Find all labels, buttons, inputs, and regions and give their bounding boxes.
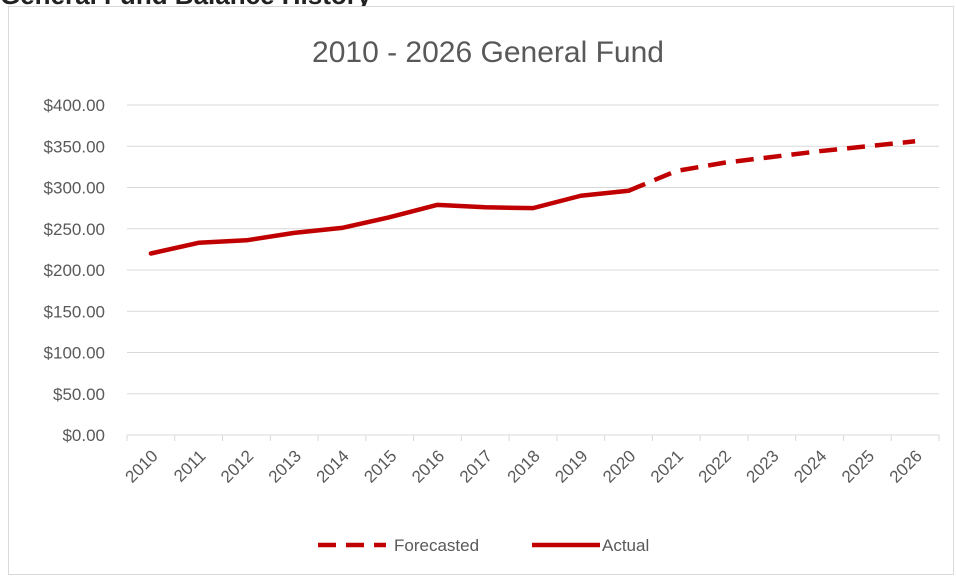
series-lines bbox=[148, 139, 916, 256]
x-tick-label: 2021 bbox=[647, 446, 687, 486]
x-tick-label: 2023 bbox=[742, 446, 782, 486]
y-tick-label: $50.00 bbox=[53, 385, 105, 404]
x-tick-label: 2020 bbox=[599, 446, 639, 486]
y-tick-label: $300.00 bbox=[44, 179, 105, 198]
series-line-actual bbox=[148, 188, 631, 256]
legend: Forecasted Actual bbox=[318, 536, 649, 555]
y-tick-label: $0.00 bbox=[62, 426, 105, 445]
y-tick-label: $200.00 bbox=[44, 261, 105, 280]
x-tick-label: 2024 bbox=[790, 446, 830, 486]
legend-label-forecasted: Forecasted bbox=[394, 536, 479, 555]
x-tick-label: 2013 bbox=[265, 446, 305, 486]
x-tick-label: 2019 bbox=[551, 446, 591, 486]
legend-label-actual: Actual bbox=[602, 536, 649, 555]
header-fragment: General Fund Balance History bbox=[0, 0, 956, 8]
y-tick-label: $150.00 bbox=[44, 302, 105, 321]
y-tick-label: $400.00 bbox=[44, 96, 105, 115]
chart-title: 2010 - 2026 General Fund bbox=[312, 36, 664, 69]
gridlines bbox=[127, 104, 939, 395]
y-tick-label: $100.00 bbox=[44, 344, 105, 363]
x-tick-label: 2022 bbox=[695, 446, 735, 486]
x-axis-ticks: 2010 2011 2012 2013 2014 2015 2016 2017 2018 2019… bbox=[122, 446, 926, 486]
x-tick-label: 2025 bbox=[838, 446, 878, 486]
x-tick-label: 2026 bbox=[886, 446, 926, 486]
x-tick-label: 2012 bbox=[217, 446, 257, 486]
chart-frame bbox=[8, 6, 954, 575]
x-tick-label: 2018 bbox=[504, 446, 544, 486]
x-tick-label: 2017 bbox=[456, 446, 496, 486]
x-tick-label: 2010 bbox=[122, 446, 162, 486]
x-tick-label: 2011 bbox=[170, 446, 209, 485]
x-tick-label: 2014 bbox=[313, 446, 353, 486]
series-line-forecasted bbox=[627, 139, 916, 193]
x-axis bbox=[126, 434, 940, 441]
y-axis-ticks: $0.00 $50.00 $100.00 $150.00 $200.00 $250.00 $… bbox=[44, 96, 105, 445]
y-tick-label: $350.00 bbox=[44, 137, 105, 156]
x-tick-label: 2015 bbox=[360, 446, 400, 486]
y-tick-label: $250.00 bbox=[44, 220, 105, 239]
x-tick-label: 2016 bbox=[408, 446, 448, 486]
